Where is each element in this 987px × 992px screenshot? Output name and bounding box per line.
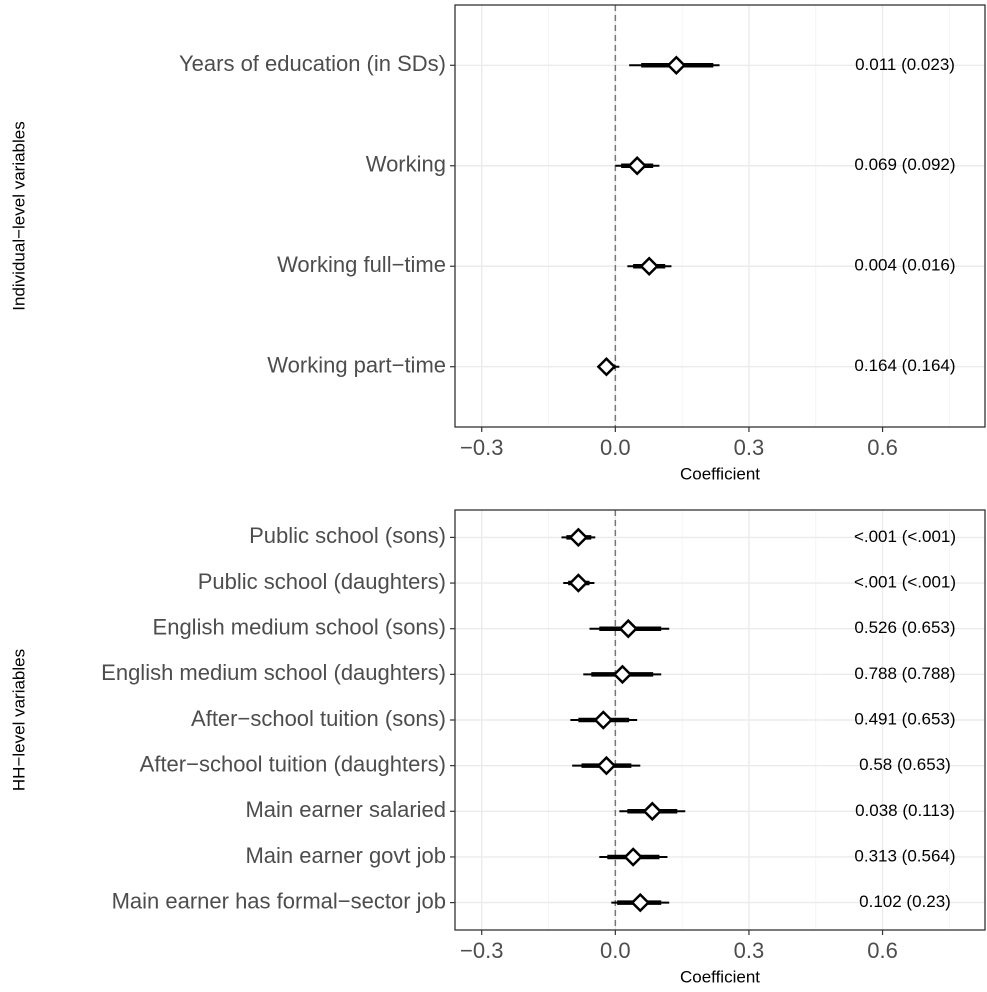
y-tick-label: Public school (daughters) [198,569,446,594]
y-axis-title: HH−level variables [9,649,28,791]
x-tick-label: −0.3 [460,938,503,963]
right-label: 0.004 (0.016) [854,256,955,275]
estimate-point [568,527,589,548]
y-axis-title: Individual−level variables [9,121,28,310]
estimate-point [642,801,663,822]
estimate-point [630,892,651,913]
x-tick-label: 0.0 [600,435,631,460]
right-label: 0.313 (0.564) [854,846,955,865]
y-tick-label: Main earner govt job [245,843,446,868]
y-tick-label: Public school (sons) [249,523,446,548]
x-axis-title: Coefficient [680,967,760,986]
right-label: 0.102 (0.23) [859,892,951,911]
x-tick-label: 0.3 [734,435,765,460]
y-tick-label: Main earner salaried [245,797,446,822]
y-tick-label: English medium school (sons) [153,615,446,640]
x-tick-label: 0.3 [734,938,765,963]
y-tick-label: Main earner has formal−sector job [112,888,446,913]
right-label: 0.164 (0.164) [854,356,955,375]
y-tick-label: Working full−time [277,252,446,277]
estimate-point [612,664,633,685]
right-label: 0.526 (0.653) [854,618,955,637]
right-label: 0.58 (0.653) [859,755,951,774]
y-tick-label: Working [366,152,446,177]
x-tick-label: −0.3 [460,435,503,460]
y-tick-label: Working part−time [267,353,446,378]
y-tick-label: English medium school (daughters) [101,660,446,685]
estimate-point [596,755,617,776]
right-label: 0.011 (0.023) [855,55,955,74]
right-label: 0.069 (0.092) [854,155,955,174]
estimate-point [666,55,687,76]
x-tick-label: 0.6 [867,938,898,963]
estimate-point [568,573,589,593]
y-tick-label: After−school tuition (daughters) [140,751,446,776]
right-label: 0.038 (0.113) [855,801,955,820]
panel-border [454,4,986,428]
right-label: <.001 (<.001) [854,527,956,546]
right-label: 0.491 (0.653) [854,709,955,728]
right-label: <.001 (<.001) [854,573,956,592]
estimate-point [623,847,643,867]
estimate-point [627,155,647,176]
y-tick-label: Years of education (in SDs) [179,51,446,76]
right-label: 0.788 (0.788) [854,664,955,683]
estimate-point [593,710,614,730]
estimate-point [639,256,659,277]
y-tick-label: After−school tuition (sons) [191,706,446,731]
x-tick-label: 0.6 [867,435,898,460]
x-axis-title: Coefficient [680,464,760,483]
x-tick-label: 0.0 [600,938,631,963]
panel-border [454,509,986,931]
estimate-point [618,618,639,639]
estimate-point [596,356,617,377]
